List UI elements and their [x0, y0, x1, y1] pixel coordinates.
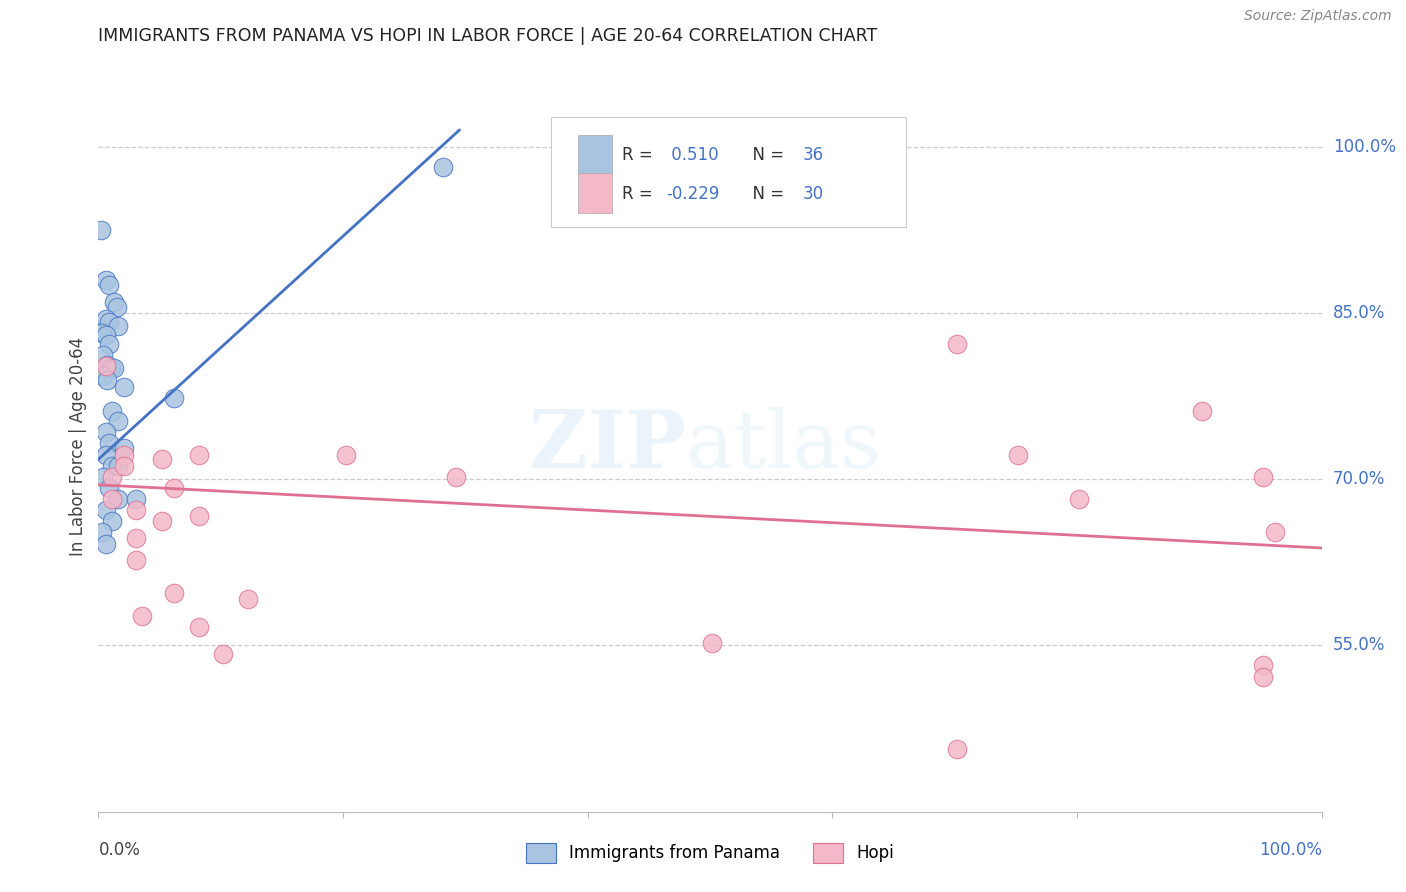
Point — [187, 620, 209, 634]
Point — [131, 608, 153, 623]
Point — [94, 328, 117, 343]
Legend: Immigrants from Panama, Hopi: Immigrants from Panama, Hopi — [519, 837, 901, 869]
Text: R =: R = — [621, 146, 658, 164]
Point — [432, 160, 454, 174]
Point — [163, 481, 186, 495]
Point — [94, 359, 117, 374]
Point — [91, 525, 114, 540]
Point — [103, 294, 125, 309]
Text: 100.0%: 100.0% — [1333, 137, 1396, 156]
Point — [1191, 403, 1213, 417]
Y-axis label: In Labor Force | Age 20-64: In Labor Force | Age 20-64 — [69, 336, 87, 556]
Point — [94, 273, 117, 287]
Text: Source: ZipAtlas.com: Source: ZipAtlas.com — [1244, 9, 1392, 23]
Point — [702, 636, 724, 650]
Point — [101, 470, 124, 484]
Text: 36: 36 — [803, 146, 824, 164]
Text: 70.0%: 70.0% — [1333, 470, 1385, 488]
Text: 30: 30 — [803, 185, 824, 202]
Point — [125, 503, 148, 517]
Point — [187, 508, 209, 523]
Point — [112, 448, 135, 462]
Point — [98, 315, 121, 329]
Point — [112, 458, 135, 473]
Point — [98, 435, 121, 450]
Point — [107, 319, 129, 334]
Text: 0.0%: 0.0% — [98, 841, 141, 859]
Point — [1264, 525, 1286, 540]
Point — [94, 536, 117, 550]
Point — [105, 301, 128, 315]
Point — [98, 278, 121, 293]
Text: IMMIGRANTS FROM PANAMA VS HOPI IN LABOR FORCE | AGE 20-64 CORRELATION CHART: IMMIGRANTS FROM PANAMA VS HOPI IN LABOR … — [98, 27, 877, 45]
Point — [98, 337, 121, 351]
Point — [112, 380, 135, 394]
Point — [187, 448, 209, 462]
Point — [1251, 669, 1274, 683]
Point — [94, 425, 117, 439]
Text: -0.229: -0.229 — [666, 185, 720, 202]
Point — [1007, 448, 1029, 462]
Point — [91, 369, 114, 384]
Text: R =: R = — [621, 185, 658, 202]
Point — [101, 492, 124, 507]
Point — [1069, 492, 1091, 507]
Point — [101, 458, 124, 473]
Text: ZIP: ZIP — [529, 407, 686, 485]
Point — [90, 223, 112, 237]
Point — [107, 413, 129, 427]
Point — [112, 441, 135, 455]
Point — [125, 553, 148, 567]
Text: N =: N = — [742, 146, 789, 164]
Point — [100, 361, 122, 376]
Point — [96, 358, 118, 372]
Point — [96, 372, 118, 386]
Point — [444, 470, 467, 484]
Text: atlas: atlas — [686, 407, 880, 485]
Point — [212, 648, 235, 662]
Point — [107, 458, 129, 473]
Point — [107, 492, 129, 507]
FancyBboxPatch shape — [578, 173, 612, 213]
Point — [91, 326, 114, 340]
Point — [91, 348, 114, 362]
Point — [236, 591, 259, 606]
Text: N =: N = — [742, 185, 789, 202]
Text: 100.0%: 100.0% — [1258, 841, 1322, 859]
Point — [1251, 470, 1274, 484]
Point — [946, 741, 969, 756]
Point — [94, 503, 117, 517]
Point — [91, 470, 114, 484]
Point — [150, 514, 173, 528]
Point — [101, 403, 124, 417]
Point — [335, 448, 357, 462]
Point — [103, 361, 125, 376]
Point — [125, 492, 148, 507]
Point — [163, 392, 186, 406]
Point — [1251, 658, 1274, 673]
Point — [94, 448, 117, 462]
Point — [163, 586, 186, 600]
Point — [125, 531, 148, 545]
Point — [150, 452, 173, 467]
Point — [94, 311, 117, 326]
FancyBboxPatch shape — [551, 117, 905, 227]
Text: 85.0%: 85.0% — [1333, 304, 1385, 322]
Point — [101, 514, 124, 528]
Point — [98, 481, 121, 495]
Point — [946, 337, 969, 351]
Text: 0.510: 0.510 — [666, 146, 718, 164]
Text: 55.0%: 55.0% — [1333, 637, 1385, 655]
FancyBboxPatch shape — [578, 136, 612, 176]
